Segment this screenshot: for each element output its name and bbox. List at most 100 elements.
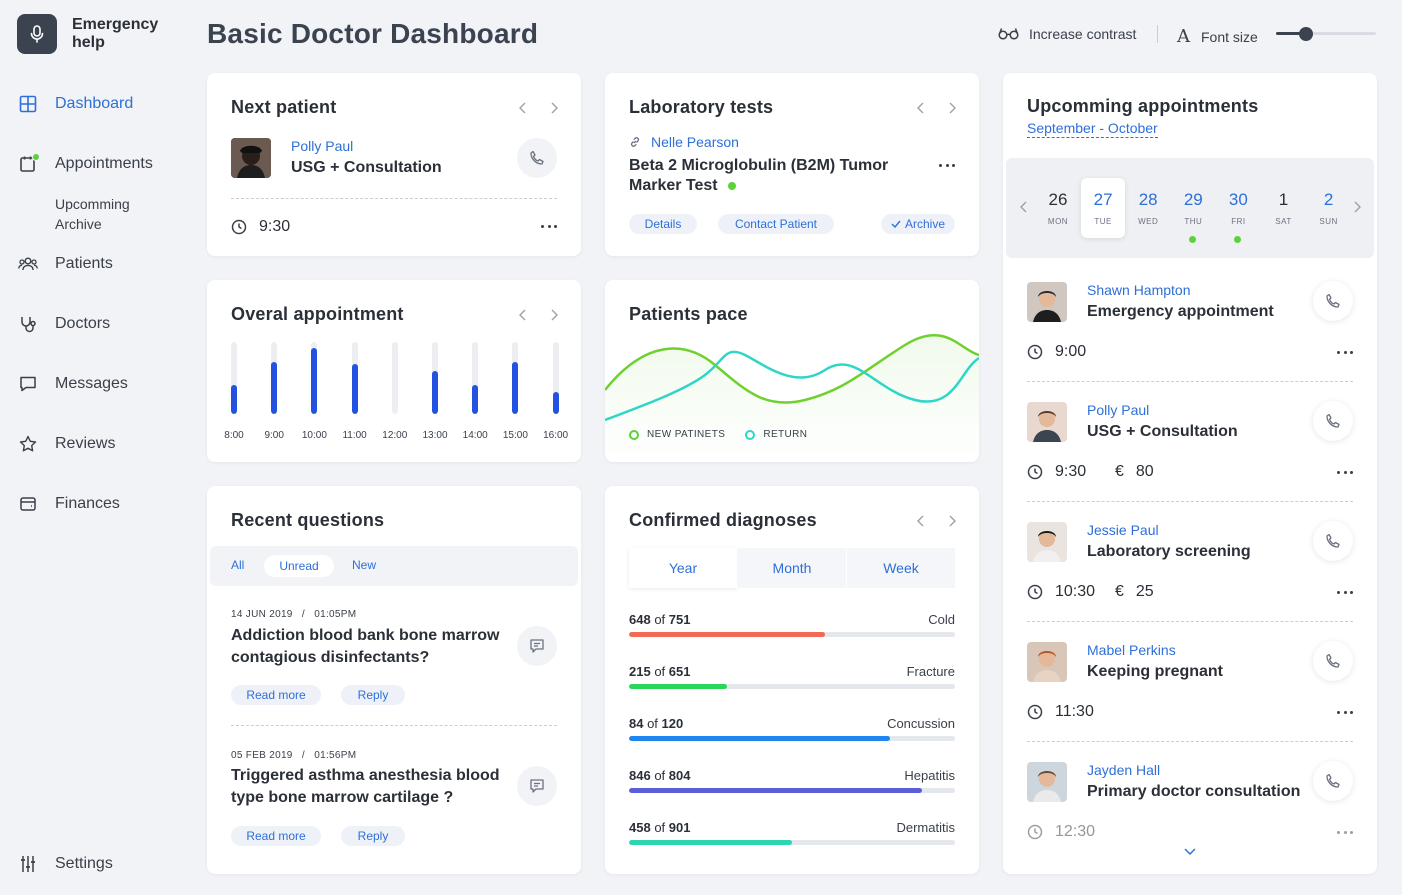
pace-legend: NEW PATINETS RETURN [629,429,807,440]
day-name: MON [1047,217,1069,226]
chevron-left-icon[interactable] [517,307,527,323]
filter-unread[interactable]: Unread [264,555,334,577]
tab-week[interactable]: Week [847,548,955,588]
sidebar-subitem-archive[interactable]: Archive [55,216,102,232]
status-dot [728,181,737,190]
phone-icon [530,150,544,165]
chevron-right-icon[interactable] [1354,201,1361,213]
filter-new[interactable]: New [352,558,377,572]
increase-contrast-label: Increase contrast [1029,26,1137,42]
card-title: Overal appointment [231,304,404,324]
sidebar-item-settings[interactable]: Settings [18,852,113,876]
new-patients-line [605,333,979,404]
more-options-icon[interactable] [1337,588,1353,596]
chevron-right-icon[interactable] [947,100,957,116]
day-name: FRI [1231,217,1246,226]
read-more-button[interactable]: Read more [231,826,321,846]
patient-name-link[interactable]: Nelle Pearson [651,134,739,150]
chevron-left-icon[interactable] [915,100,925,116]
calendar-day[interactable]: 28 WED [1126,178,1170,238]
tab-month[interactable]: Month [738,548,846,588]
calendar-day[interactable]: 26 MON [1036,178,1080,238]
avatar [1027,762,1067,802]
patients-pace-chart [605,333,979,462]
call-button[interactable] [517,138,557,178]
call-button[interactable] [1313,641,1353,681]
diagnosis-count: 84 of 120 [629,716,683,731]
more-options-icon[interactable] [1337,348,1353,356]
appointment-bar [351,342,358,414]
lab-patient[interactable]: Nelle Pearson [629,134,739,150]
chevron-right-icon[interactable] [549,307,559,323]
patient-name-link[interactable]: Polly Paul [291,138,354,154]
comment-icon [530,779,544,793]
sidebar-item-doctors[interactable]: Doctors [18,312,110,336]
patient-name-link[interactable]: Polly Paul [1087,402,1150,418]
patient-name-link[interactable]: Shawn Hampton [1087,282,1191,298]
more-options-icon[interactable] [1337,468,1353,476]
sidebar-item-reviews[interactable]: Reviews [18,432,115,456]
clock-icon [1027,464,1043,480]
sidebar-subitem-upcoming[interactable]: Upcomming [55,196,130,212]
tab-year[interactable]: Year [629,548,737,588]
contact-patient-button[interactable]: Contact Patient [718,214,834,234]
appointment-bar-fill [552,392,559,414]
more-options-icon[interactable] [1337,828,1353,836]
more-options-icon[interactable] [541,222,557,230]
chevron-left-icon[interactable] [915,513,925,529]
calendar-day[interactable]: 2 SUN [1307,178,1351,238]
dot [1350,470,1353,474]
call-button[interactable] [1313,761,1353,801]
chevron-left-icon[interactable] [1020,201,1027,213]
sidebar-item-messages[interactable]: Messages [18,372,128,396]
bar-label: 8:00 [224,430,244,441]
chevron-right-icon[interactable] [549,100,559,116]
app-name: Emergency help [72,16,159,51]
patient-name-link[interactable]: Mabel Perkins [1087,642,1176,658]
divider [1027,741,1353,742]
sidebar-item-finances[interactable]: Finances [18,492,120,516]
date-range-selector[interactable]: September - October [1027,120,1158,138]
appointment-time: 11:30 [1027,703,1115,721]
font-size-slider-handle[interactable] [1299,27,1313,41]
day-name: WED [1138,217,1159,226]
increase-contrast-toggle[interactable]: Increase contrast [998,26,1136,42]
avatar [1027,402,1067,442]
app-logo[interactable] [17,14,57,54]
chevron-down-icon[interactable] [1184,848,1196,856]
comment-button[interactable] [517,626,557,666]
dot [1337,710,1340,714]
patient-name-link[interactable]: Jessie Paul [1087,522,1159,538]
call-button[interactable] [1313,281,1353,321]
chevron-right-icon[interactable] [947,513,957,529]
chevron-left-icon[interactable] [517,100,527,116]
read-more-button[interactable]: Read more [231,685,321,705]
details-button[interactable]: Details [629,214,697,234]
sidebar-item-appointments[interactable]: Appointments [18,152,153,176]
reply-button[interactable]: Reply [341,826,405,846]
appointment-bar [552,342,559,414]
sidebar-item-patients[interactable]: Patients [18,252,113,276]
more-options-icon[interactable] [1337,708,1353,716]
patient-name-link[interactable]: Jayden Hall [1087,762,1161,778]
call-button[interactable] [1313,401,1353,441]
day-name: TUE [1094,217,1112,226]
call-button[interactable] [1313,521,1353,561]
filter-all[interactable]: All [231,558,245,572]
more-options-icon[interactable] [939,161,955,169]
diagnosis-row: 846 of 804 Hepatitis [629,768,955,794]
sidebar-item-label: Finances [55,495,120,512]
font-size-slider[interactable] [1276,32,1376,35]
reply-button[interactable]: Reply [341,685,405,705]
calendar-day[interactable]: 29 THU [1171,178,1215,243]
calendar-day[interactable]: 1 SAT [1262,178,1306,238]
day-number: 29 [1183,190,1203,209]
sidebar-item-dashboard[interactable]: Dashboard [18,92,133,116]
upcoming-appointments-card: Upcomming appointments September - Octob… [1003,73,1377,874]
comment-button[interactable] [517,766,557,806]
calendar-day[interactable]: 27 TUE [1081,178,1126,238]
archive-button[interactable]: Archive [881,214,955,234]
avatar [1027,522,1067,562]
divider [1027,501,1353,502]
calendar-day[interactable]: 30 FRI [1216,178,1260,243]
